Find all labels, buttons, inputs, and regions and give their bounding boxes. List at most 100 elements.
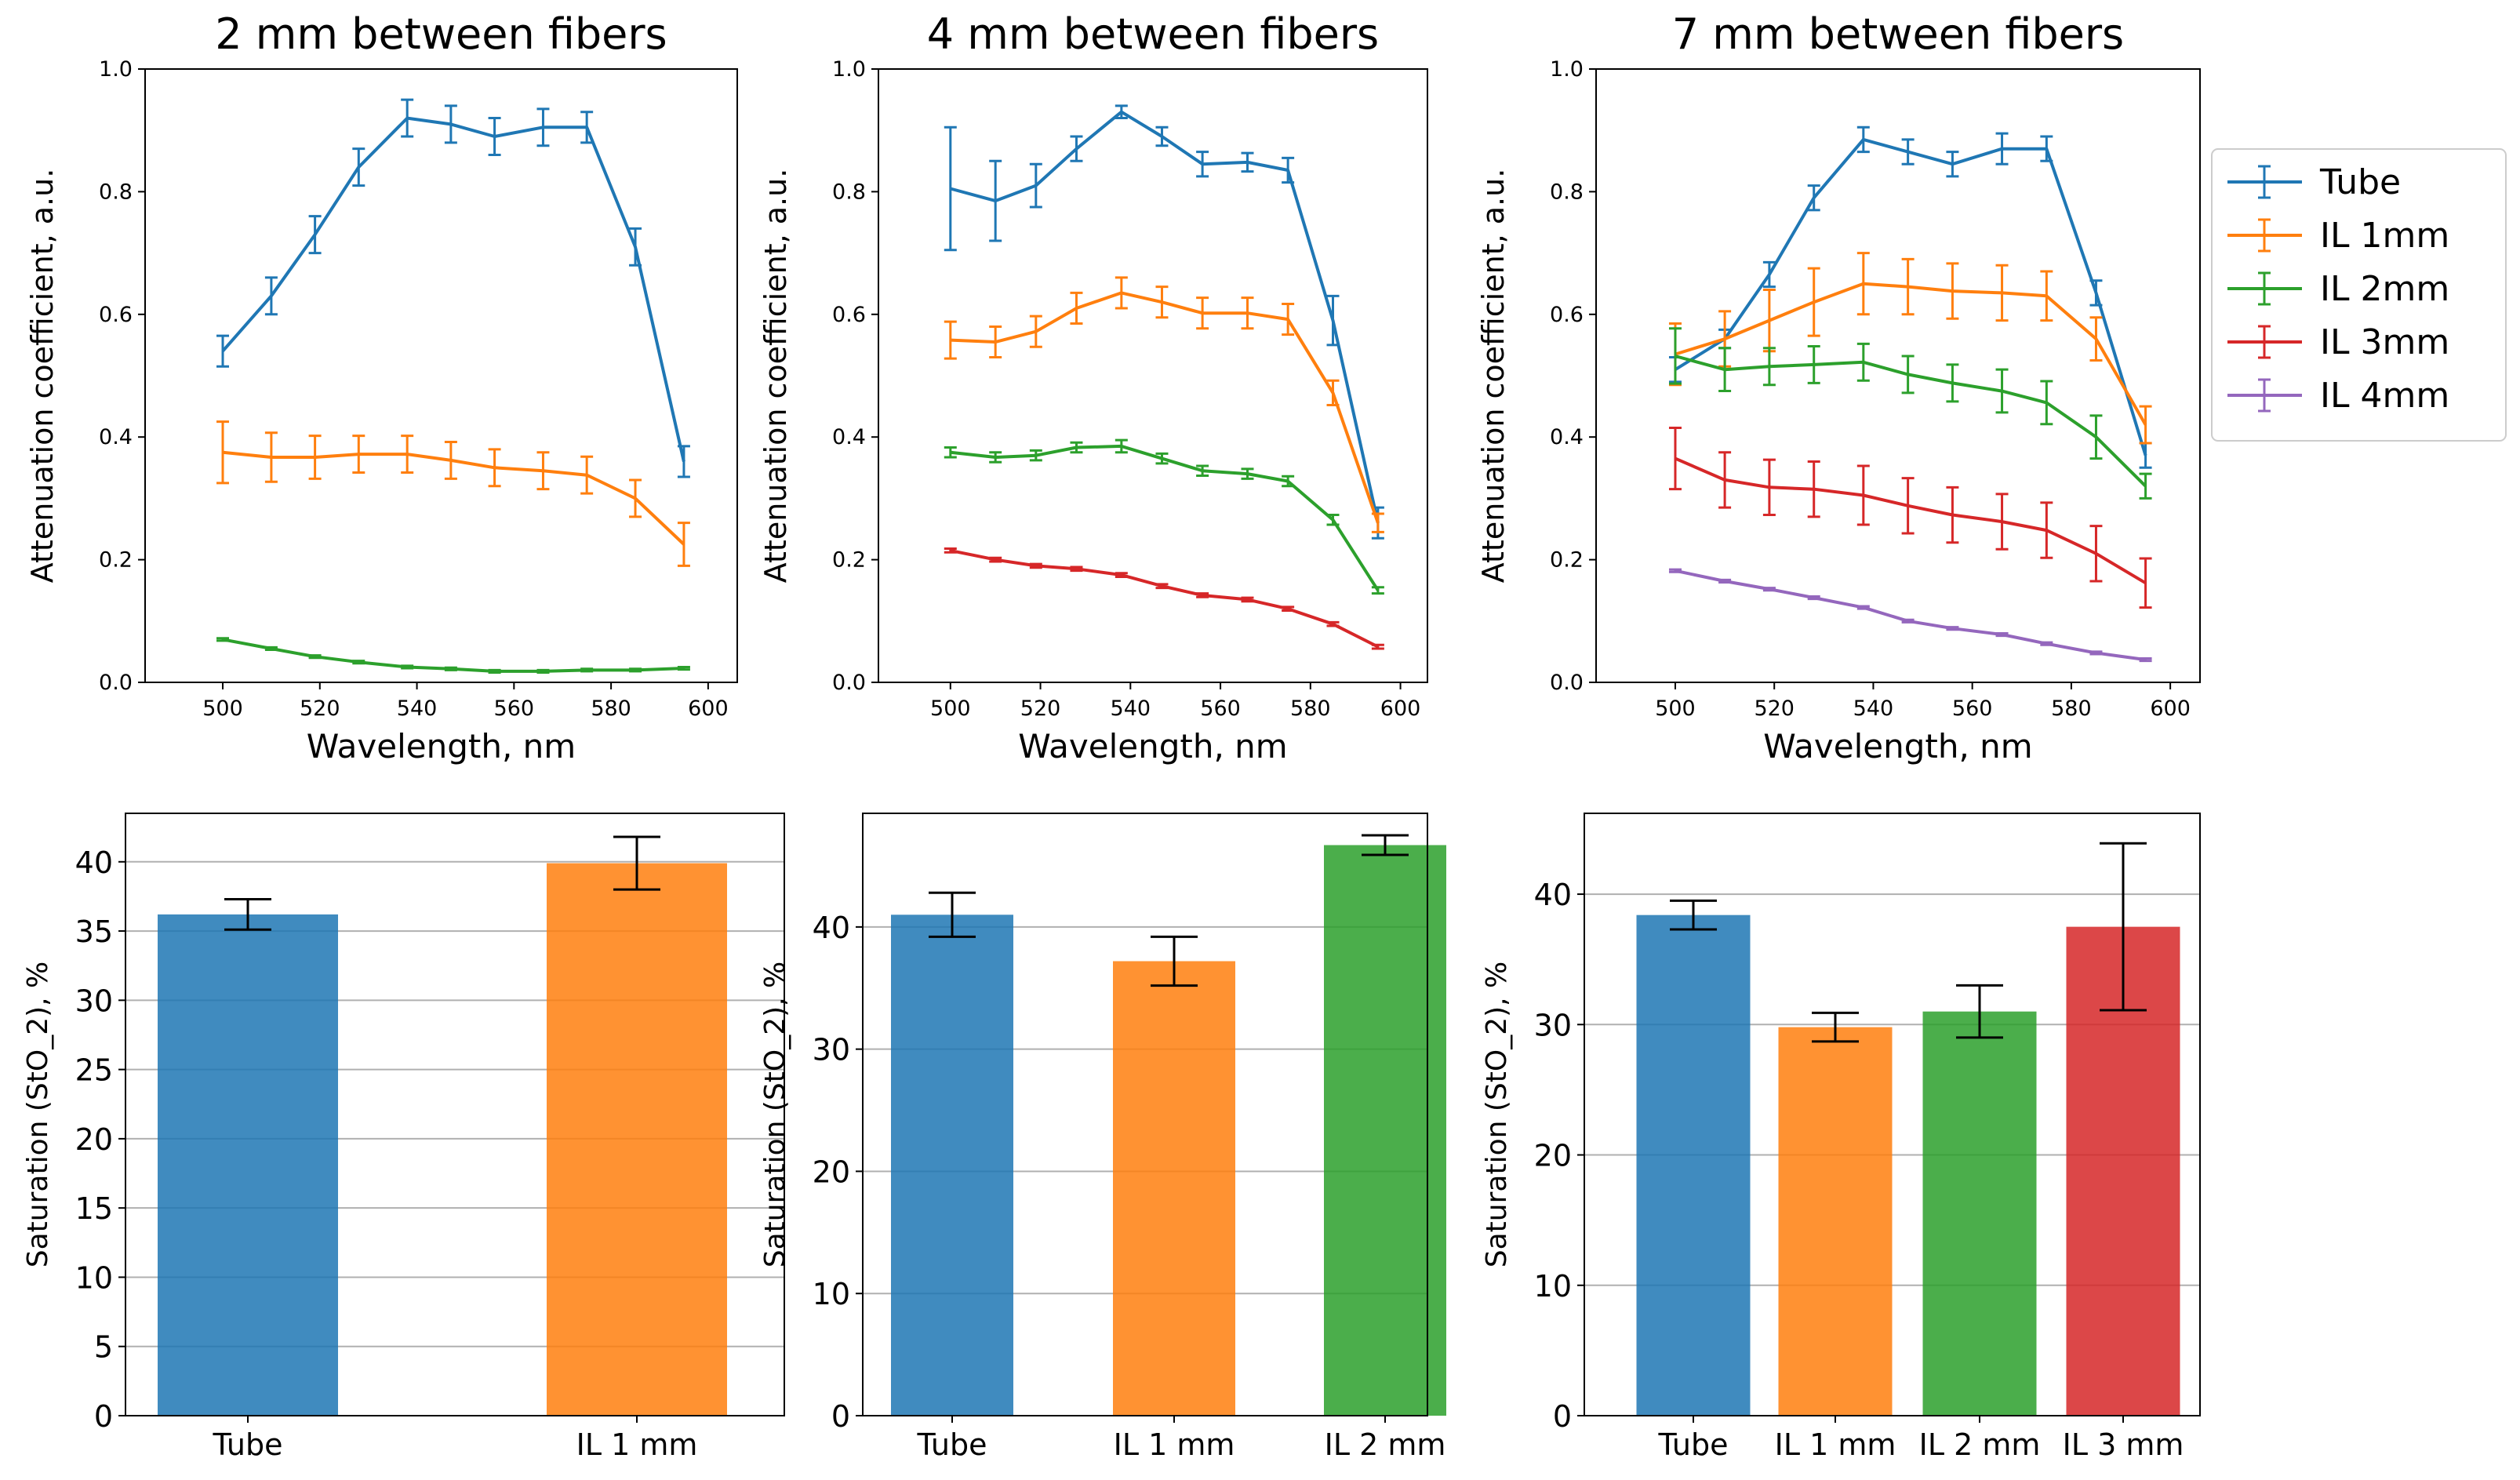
error-bar <box>1151 935 1198 987</box>
y-tick-label: 15 <box>75 1191 113 1226</box>
error-bar <box>944 547 957 554</box>
error-bar <box>216 637 230 642</box>
legend-item-il-2mm: IL 2mm <box>2227 269 2449 309</box>
error-bar <box>536 107 550 147</box>
error-bar <box>1241 596 1254 603</box>
error-bar <box>352 147 365 187</box>
error-bar <box>2139 472 2152 500</box>
error-bar <box>264 431 278 483</box>
error-bar <box>1282 303 1295 336</box>
error-bar <box>1371 643 1384 650</box>
y-axis-label: Saturation (StO_2), % <box>759 962 791 1268</box>
error-bar <box>1668 426 1682 491</box>
y-tick-label: 0.0 <box>832 671 866 695</box>
error-bar <box>1029 449 1042 462</box>
error-bar <box>1155 125 1169 147</box>
line-chart-3: 500 520 540 560 580 600 0.0 0.2 0.4 0.6 0.8 1.0 7 mm… <box>1476 9 2201 765</box>
error-bar <box>1115 276 1128 310</box>
y-axis-label: Saturation (StO_2), % <box>22 962 54 1268</box>
error-bar <box>944 320 957 360</box>
x-tick-label: 540 <box>1853 696 1894 721</box>
y-tick-label: 0.0 <box>1550 671 1584 695</box>
x-tick-label: 520 <box>300 696 340 721</box>
error-bar <box>1196 592 1209 598</box>
legend-label: IL 2mm <box>2320 269 2449 309</box>
error-bar <box>224 897 271 931</box>
error-bar <box>613 835 660 891</box>
error-bar <box>1718 451 1732 509</box>
error-bar <box>1856 252 1870 316</box>
y-tick-label: 10 <box>1534 1269 1572 1304</box>
error-bar <box>1856 464 1870 526</box>
error-bar <box>1995 493 2009 551</box>
x-tick-label: Tube <box>916 1427 987 1462</box>
error-bar <box>1946 151 1959 178</box>
error-bar <box>1946 363 1959 403</box>
y-tick-label: 1.0 <box>1550 57 1584 82</box>
y-tick-label: 30 <box>813 1033 850 1067</box>
error-bar <box>1196 464 1209 477</box>
y-tick-label: 1.0 <box>99 57 133 82</box>
y-tick-label: 0.8 <box>1550 180 1584 204</box>
plot-frame <box>862 813 1428 1416</box>
bar-il-1-mm <box>1113 961 1235 1416</box>
legend-label: IL 1mm <box>2320 216 2449 256</box>
series-line <box>222 450 685 546</box>
y-tick-label: 10 <box>813 1277 850 1311</box>
error-bar <box>580 111 594 144</box>
error-bar <box>536 668 550 674</box>
error-bar <box>1070 291 1083 325</box>
error-bar <box>1668 327 1682 385</box>
error-bar <box>1326 379 1340 407</box>
error-bar <box>1282 475 1295 488</box>
series-il-3mm <box>1668 426 2152 609</box>
error-bar <box>1901 618 1915 624</box>
error-bar <box>1812 1011 1859 1043</box>
error-bar <box>264 276 278 316</box>
x-tick-label: 560 <box>1952 696 1993 721</box>
x-tick-label: Tube <box>1657 1427 1728 1462</box>
x-tick-label: 600 <box>2150 696 2191 721</box>
error-bar <box>989 325 1002 359</box>
line-chart-2: 500 520 540 560 580 600 0.0 0.2 0.4 0.6 0.8 1.0 4 mm… <box>758 9 1428 765</box>
error-bar <box>1807 344 1820 384</box>
y-tick-label: 20 <box>75 1122 113 1157</box>
error-bar <box>1326 620 1340 627</box>
x-tick-label: Tube <box>212 1427 282 1462</box>
y-tick-label: 5 <box>94 1330 113 1365</box>
series-il-2mm <box>1668 327 2152 500</box>
series-tube <box>1668 125 2152 469</box>
y-axis-label: Attenuation coefficient, a.u. <box>25 169 60 584</box>
bar-tube <box>891 915 1013 1416</box>
x-tick-label: 500 <box>202 696 243 721</box>
error-bar <box>1070 565 1083 573</box>
y-tick-label: 35 <box>75 915 113 949</box>
error-bar <box>1196 151 1209 178</box>
error-bar <box>1856 125 1870 154</box>
y-tick-label: 0.2 <box>832 548 866 573</box>
error-bar <box>1155 583 1169 590</box>
bar-tube <box>1636 915 1751 1416</box>
x-tick-label: IL 1 mm <box>576 1427 698 1462</box>
error-bar <box>444 104 457 144</box>
error-bar <box>1155 285 1169 319</box>
y-tick-label: 0.6 <box>99 303 133 327</box>
y-tick-label: 1.0 <box>832 57 866 82</box>
x-tick-label: 520 <box>1754 696 1795 721</box>
legend-item-tube: Tube <box>2227 162 2401 202</box>
error-bar <box>929 891 976 938</box>
error-bar <box>2089 525 2103 583</box>
bar-il-2-mm <box>1922 1011 2037 1416</box>
error-bar <box>488 668 501 674</box>
x-tick-label: IL 3 mm <box>2063 1427 2184 1462</box>
series-line <box>1674 137 2147 456</box>
series-il-2mm <box>216 637 690 674</box>
y-axis-label: Attenuation coefficient, a.u. <box>1476 169 1511 584</box>
error-bar <box>1241 151 1254 173</box>
series-il-1mm <box>216 420 690 567</box>
error-bar <box>308 654 322 660</box>
series-line <box>1675 569 2146 662</box>
error-bar <box>1371 586 1384 595</box>
y-tick-label: 20 <box>813 1155 850 1189</box>
